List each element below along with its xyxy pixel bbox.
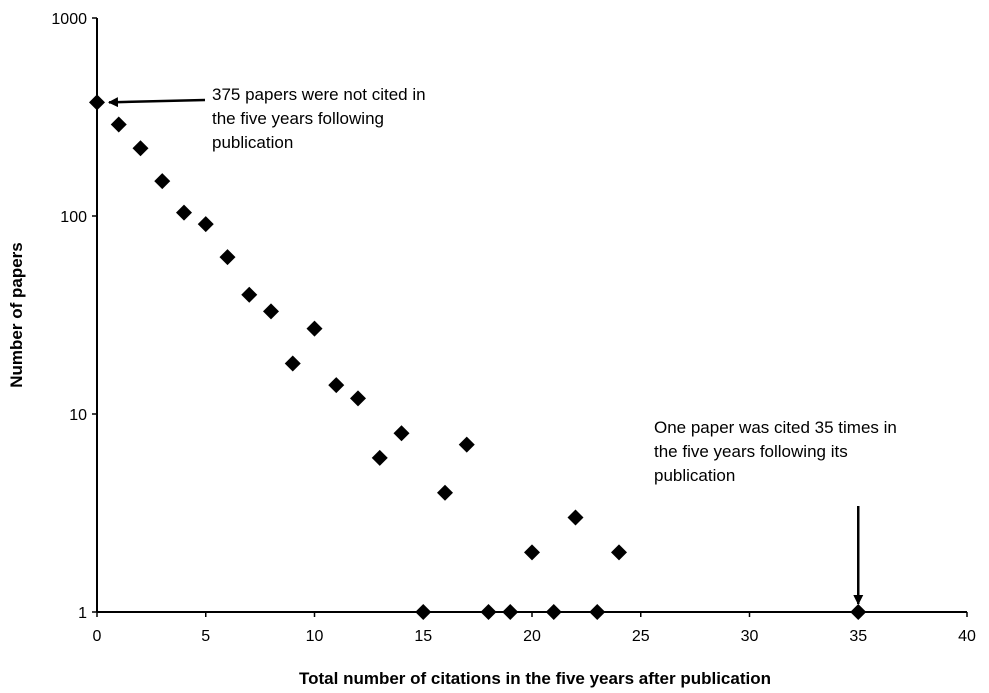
data-point [154,173,171,190]
axes [96,18,967,613]
data-points [89,94,867,620]
annotation-line: 375 papers were not cited in [212,85,426,104]
y-tick-label: 1 [78,605,87,622]
data-point [567,509,584,526]
y-axis-ticks: 1 10 100 1000 [51,11,97,622]
data-point [284,355,301,372]
data-point [176,204,192,221]
data-point [437,484,453,501]
data-point [241,286,258,303]
x-tick-label: 30 [741,628,759,645]
y-tick-label: 1000 [51,11,87,28]
data-point [219,249,236,266]
data-point [371,449,388,466]
data-point [350,390,366,407]
x-axis-title: Total number of citations in the five ye… [299,669,771,688]
data-point [589,604,606,620]
data-point [415,604,432,620]
data-point [263,303,279,320]
x-tick-label: 20 [523,628,541,645]
annotation-line: publication [212,133,293,152]
data-point [89,94,105,111]
y-tick-label: 10 [69,407,87,424]
annotation-text: 375 papers were not cited in the five yea… [212,85,426,152]
x-tick-label: 10 [306,628,324,645]
data-point [306,320,323,337]
data-point [850,604,867,620]
x-tick-label: 15 [414,628,432,645]
data-point [611,544,627,561]
x-tick-label: 35 [849,628,867,645]
data-point [480,604,497,620]
annotation-line: the five years following its [654,442,848,461]
data-point [197,216,214,233]
x-axis-ticks: 0 5 10 15 20 25 30 35 40 [93,612,976,645]
annotation-line: the five years following [212,109,384,128]
data-point [545,604,562,620]
x-tick-label: 5 [201,628,210,645]
data-point [502,604,519,620]
y-axis-title: Number of papers [7,242,26,387]
annotation-text: One paper was cited 35 times in the five … [654,418,897,485]
annotation-line: One paper was cited 35 times in [654,418,897,437]
annotation-arrow [108,97,206,108]
data-point [132,140,149,157]
x-tick-label: 25 [632,628,650,645]
annotation-line: publication [654,466,735,485]
data-point [110,116,127,133]
annotations: 375 papers were not cited in the five yea… [108,85,897,605]
x-tick-label: 0 [93,628,102,645]
data-point [393,425,410,442]
data-point [328,377,345,394]
y-tick-label: 100 [60,209,87,226]
data-point [458,436,475,453]
data-point [524,544,540,561]
x-tick-label: 40 [958,628,976,645]
